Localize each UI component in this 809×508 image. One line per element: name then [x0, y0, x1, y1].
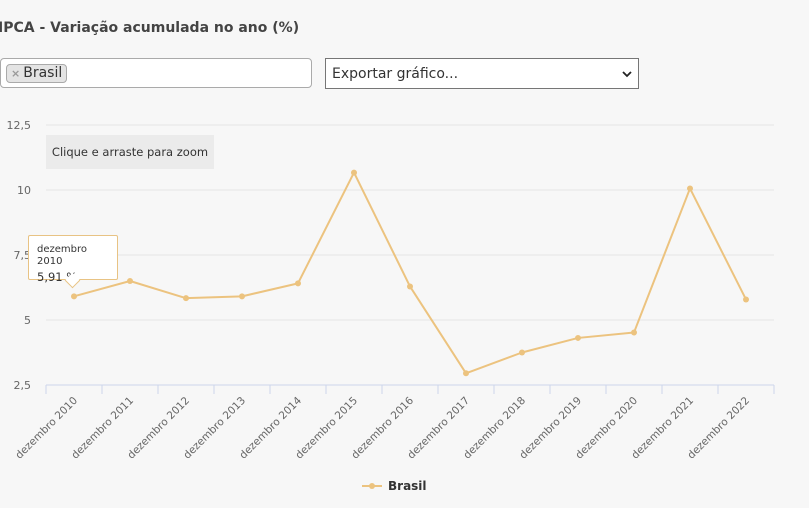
data-point — [575, 334, 581, 341]
export-chart-select[interactable]: Exportar gráfico... — [325, 58, 639, 89]
legend-item-brasil[interactable]: Brasil — [362, 477, 427, 495]
data-point — [183, 295, 189, 302]
y-tick-label: 2,5 — [14, 379, 32, 392]
tooltip-date: dezembro 2010 — [37, 244, 87, 267]
chart-title: IPCA - Variação acumulada no ano (%) — [0, 20, 300, 36]
data-point — [687, 185, 693, 192]
data-point — [127, 278, 133, 284]
selected-tag-brasil[interactable]: × Brasil — [6, 64, 68, 83]
legend-line-marker — [362, 483, 382, 489]
y-tick-label: 12,5 — [7, 119, 32, 132]
location-filter-input[interactable]: × Brasil — [0, 58, 312, 88]
legend-label: Brasil — [388, 479, 427, 493]
y-axis-tick-labels: 2,5 5 7,5 10 12,5 — [7, 119, 32, 392]
data-tooltip: dezembro 2010 5,91 % — [28, 235, 118, 289]
zoom-hint: Clique e arraste para zoom — [46, 135, 214, 169]
data-point — [239, 293, 245, 300]
x-axis — [45, 384, 775, 394]
remove-tag-icon[interactable]: × — [11, 67, 21, 80]
data-point — [463, 370, 469, 377]
series-brasil — [71, 169, 749, 377]
x-tick-label: dezembro 2022 — [685, 395, 752, 462]
data-point — [631, 329, 637, 336]
tag-label: Brasil — [23, 65, 63, 81]
export-select-label: Exportar gráfico... — [332, 65, 459, 82]
data-point — [351, 169, 357, 176]
data-point — [743, 296, 749, 303]
y-tick-label: 10 — [17, 184, 31, 197]
grid-lines — [46, 124, 774, 321]
data-point — [519, 349, 525, 356]
data-point — [295, 280, 301, 287]
data-point — [407, 283, 413, 290]
series-line-brasil — [73, 171, 747, 375]
y-tick-label: 5 — [24, 314, 31, 327]
y-tick-label: 7,5 — [14, 249, 32, 262]
chevron-down-icon — [622, 70, 632, 77]
data-point — [71, 293, 77, 300]
